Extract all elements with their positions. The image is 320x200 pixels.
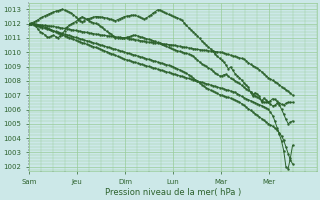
X-axis label: Pression niveau de la mer( hPa ): Pression niveau de la mer( hPa ) [105,188,241,197]
